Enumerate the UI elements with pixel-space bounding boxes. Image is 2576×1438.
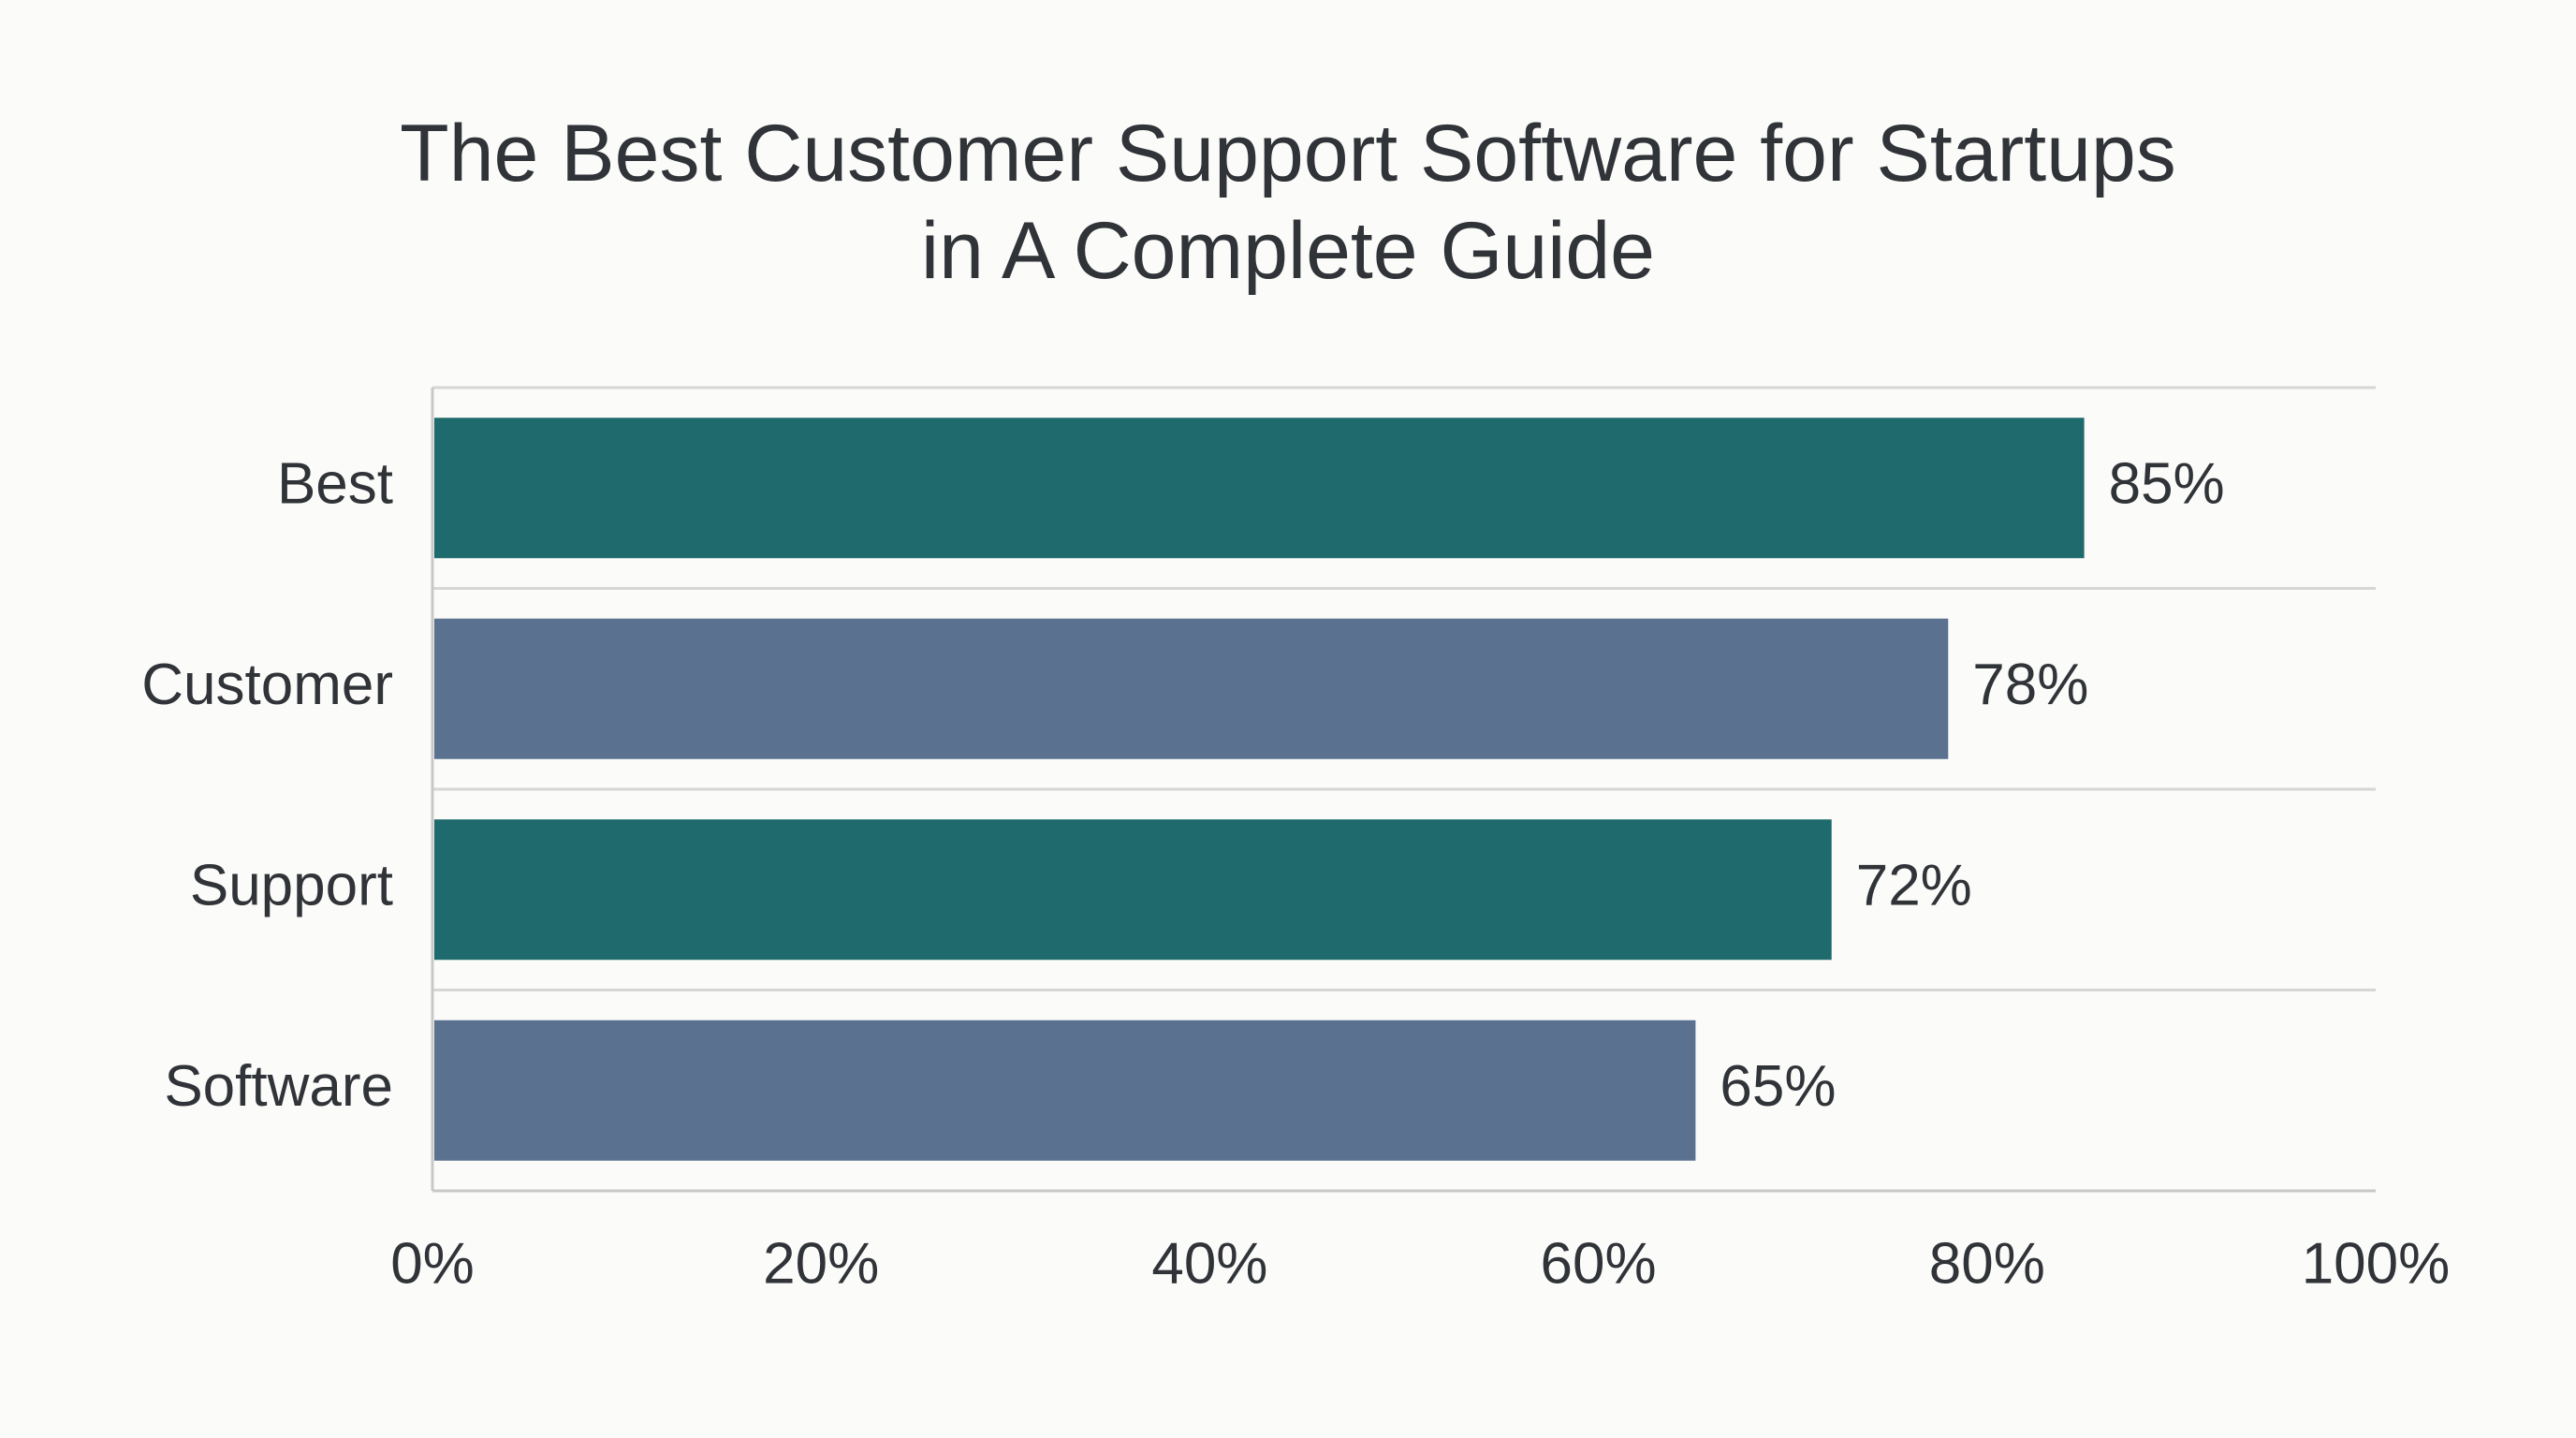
x-tick-label: 100% — [2302, 1231, 2451, 1296]
chart-title: The Best Customer Support Software for S… — [0, 105, 2576, 300]
category-label-customer: Customer — [141, 653, 393, 717]
bar-customer — [434, 618, 1949, 759]
category-label-best: Best — [277, 452, 393, 517]
x-tick-label: 60% — [1541, 1231, 1657, 1296]
value-label-software: 65% — [1720, 1054, 1836, 1119]
x-tick-label: 0% — [390, 1231, 475, 1296]
chart-title-line-1: The Best Customer Support Software for S… — [400, 109, 2176, 198]
chart-title-line-2: in A Complete Guide — [920, 206, 1656, 296]
bar-support — [434, 819, 1832, 961]
x-tick-label: 80% — [1929, 1231, 2045, 1296]
value-label-customer: 78% — [1972, 653, 2088, 717]
bar-best — [434, 418, 2085, 559]
bar-software — [434, 1020, 1696, 1161]
value-label-support: 72% — [1856, 854, 1972, 918]
x-tick-label: 40% — [1151, 1231, 1267, 1296]
category-label-support: Support — [190, 854, 393, 918]
value-label-best: 85% — [2109, 452, 2225, 517]
x-tick-label: 20% — [763, 1231, 879, 1296]
category-label-software: Software — [164, 1054, 393, 1119]
